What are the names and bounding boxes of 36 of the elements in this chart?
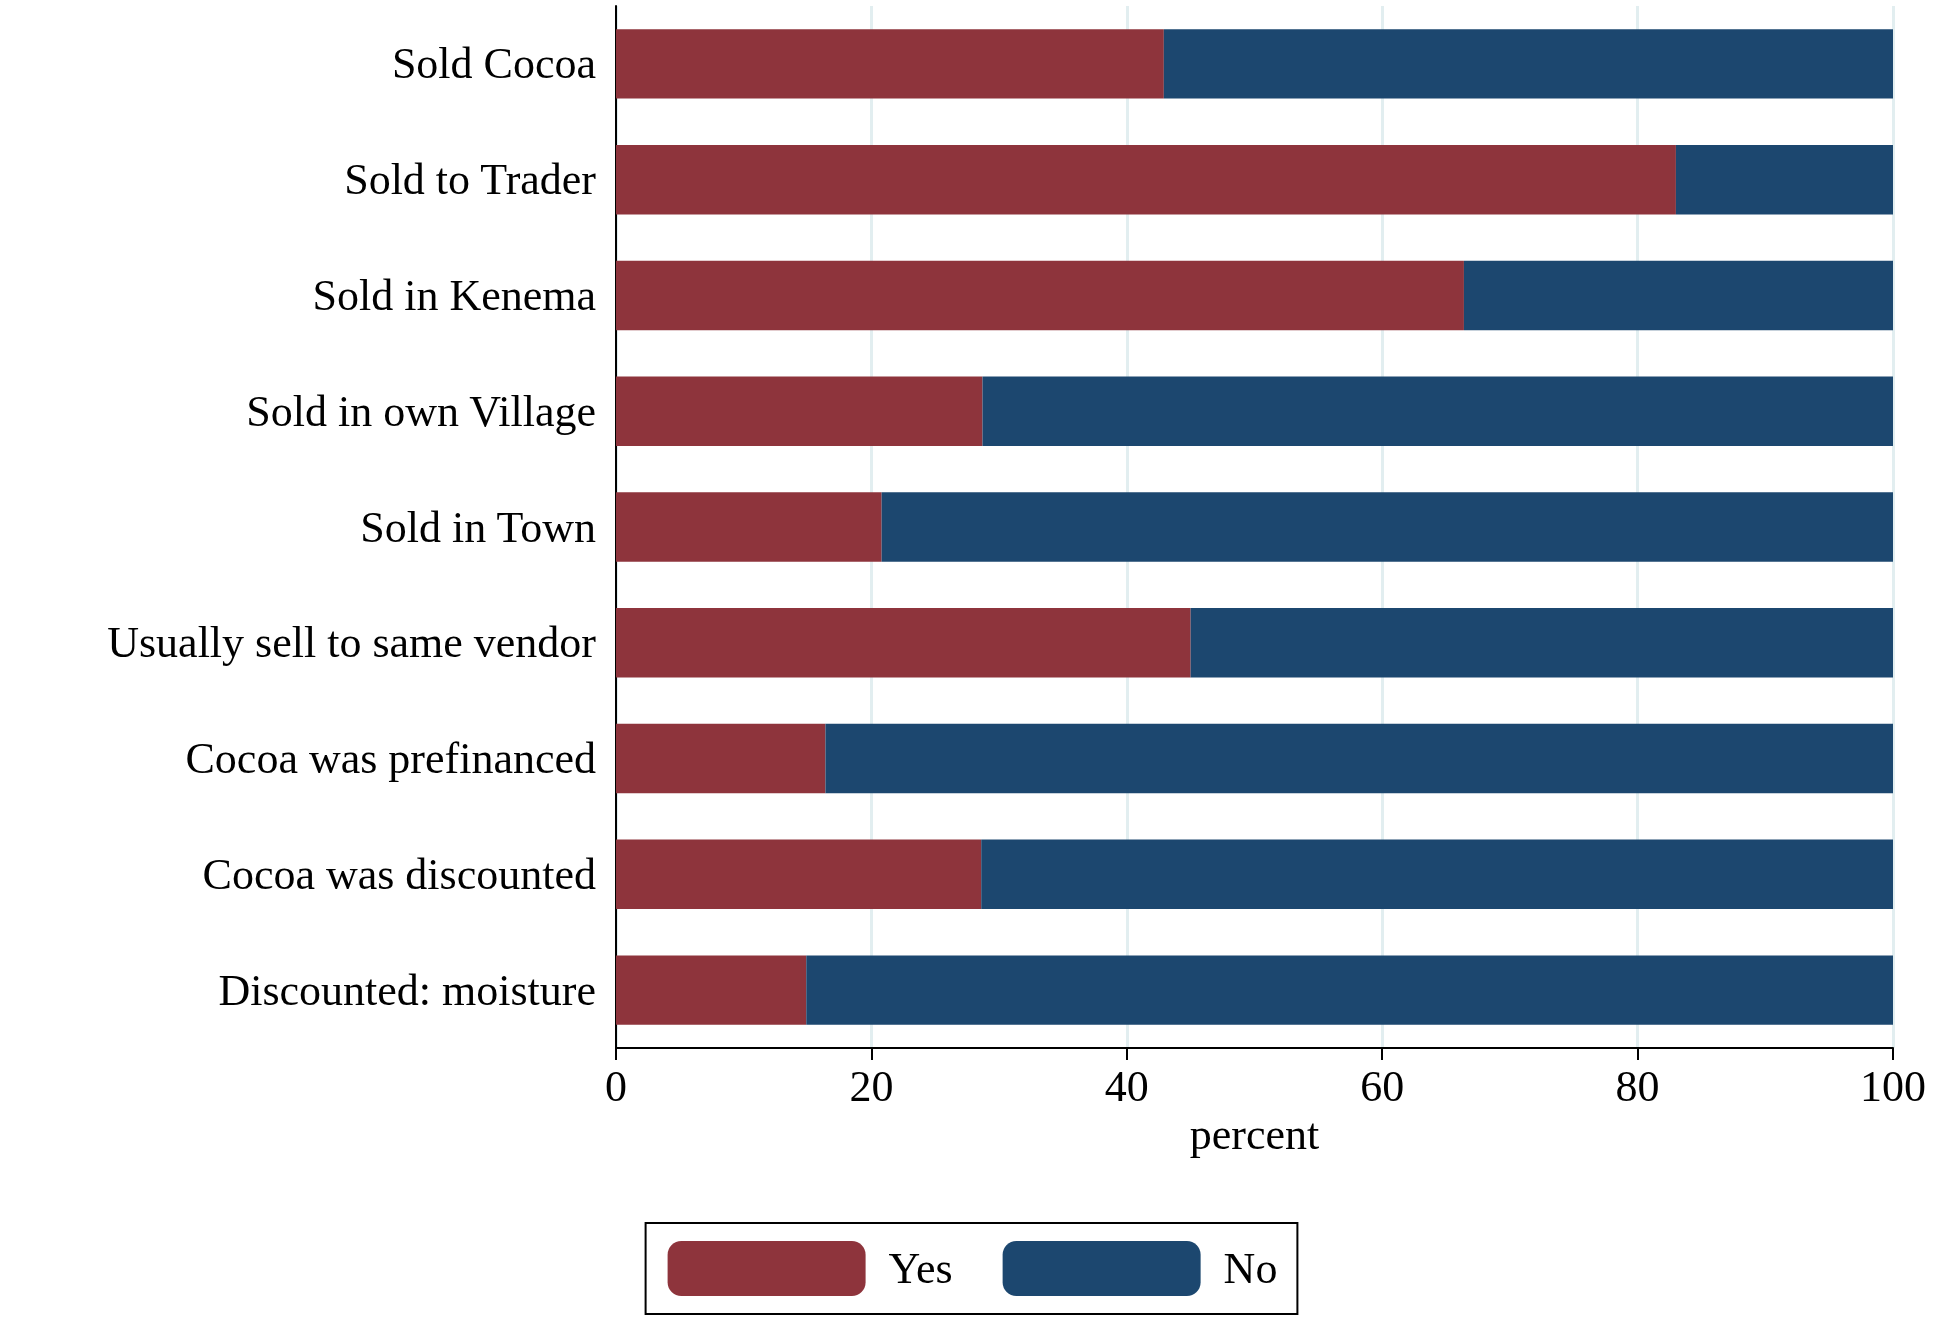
y-tick-label: Cocoa was prefinanced xyxy=(185,734,596,784)
bar xyxy=(616,608,1191,678)
y-tick-label: Sold Cocoa xyxy=(391,39,596,89)
bar xyxy=(616,376,983,446)
bar xyxy=(616,29,1164,99)
bar xyxy=(806,955,1893,1025)
x-axis-title: percent xyxy=(1189,1110,1320,1160)
x-tick-label: 60 xyxy=(1360,1061,1405,1111)
bar xyxy=(881,492,1893,562)
bar xyxy=(825,723,1893,794)
bar xyxy=(616,955,807,1025)
y-tick-label: Sold in Kenema xyxy=(312,270,596,320)
bar xyxy=(616,144,1676,215)
bar xyxy=(616,260,1464,331)
bar xyxy=(616,492,882,562)
bar xyxy=(616,723,826,794)
bar xyxy=(1190,608,1893,678)
y-tick-label: Usually sell to same vendor xyxy=(107,618,597,668)
legend-label: No xyxy=(1223,1244,1278,1293)
legend-label: Yes xyxy=(888,1244,953,1293)
x-tick-label: 100 xyxy=(1860,1061,1926,1111)
bar xyxy=(1675,144,1893,215)
bar xyxy=(1163,29,1893,99)
y-tick-label: Cocoa was discounted xyxy=(202,849,596,899)
bar xyxy=(981,839,1893,910)
y-tick-label: Discounted: moisture xyxy=(218,965,596,1015)
y-tick-label: Sold in own Village xyxy=(246,386,596,436)
x-tick-label: 20 xyxy=(849,1061,894,1111)
x-tick-label: 40 xyxy=(1104,1061,1149,1111)
bar xyxy=(616,839,982,910)
x-tick-label: 0 xyxy=(605,1061,627,1111)
y-tick-label: Sold in Town xyxy=(360,502,596,552)
y-tick-label: Sold to Trader xyxy=(344,155,597,205)
bar xyxy=(982,376,1893,446)
x-tick-label: 80 xyxy=(1615,1061,1660,1111)
bar xyxy=(1463,260,1893,331)
